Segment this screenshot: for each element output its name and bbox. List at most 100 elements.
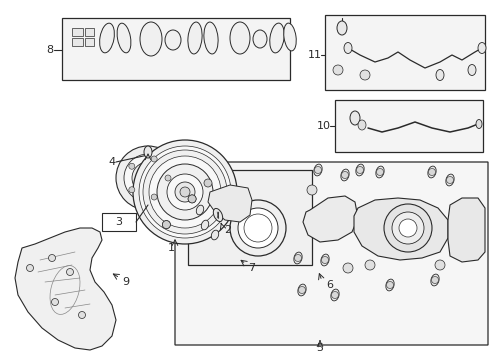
Circle shape <box>230 200 286 256</box>
Ellipse shape <box>165 30 181 50</box>
Circle shape <box>26 265 33 271</box>
Polygon shape <box>303 196 358 242</box>
Ellipse shape <box>376 166 384 178</box>
Circle shape <box>384 204 432 252</box>
Ellipse shape <box>117 23 131 53</box>
Circle shape <box>149 156 221 228</box>
Bar <box>72 38 83 46</box>
Circle shape <box>143 150 227 234</box>
Circle shape <box>387 282 393 288</box>
Circle shape <box>162 221 171 229</box>
Circle shape <box>165 175 171 181</box>
Circle shape <box>376 168 384 176</box>
Ellipse shape <box>476 120 482 129</box>
Circle shape <box>129 163 135 169</box>
Ellipse shape <box>196 205 204 215</box>
Circle shape <box>392 212 424 244</box>
Text: 11: 11 <box>308 50 322 60</box>
Bar <box>102 213 136 231</box>
Circle shape <box>124 154 172 202</box>
Polygon shape <box>208 185 252 222</box>
Circle shape <box>298 287 305 293</box>
Ellipse shape <box>140 22 162 56</box>
Circle shape <box>321 256 328 264</box>
Circle shape <box>428 168 436 176</box>
Circle shape <box>162 221 171 229</box>
Circle shape <box>360 70 370 80</box>
Circle shape <box>343 263 353 273</box>
Text: 4: 4 <box>108 157 115 167</box>
Circle shape <box>294 255 301 261</box>
Ellipse shape <box>298 284 306 296</box>
Ellipse shape <box>331 289 339 301</box>
Circle shape <box>140 170 156 186</box>
Text: 9: 9 <box>122 277 129 287</box>
Ellipse shape <box>213 208 222 221</box>
Ellipse shape <box>99 23 114 53</box>
Circle shape <box>67 269 74 275</box>
Circle shape <box>357 166 364 174</box>
Ellipse shape <box>284 23 296 51</box>
Ellipse shape <box>253 30 267 48</box>
Ellipse shape <box>204 22 218 54</box>
Circle shape <box>204 179 212 187</box>
Bar <box>325 15 485 90</box>
Circle shape <box>133 140 237 244</box>
Bar <box>72 28 83 36</box>
Ellipse shape <box>428 166 436 178</box>
Text: 5: 5 <box>317 343 323 353</box>
Text: 2: 2 <box>224 225 231 235</box>
Circle shape <box>365 260 375 270</box>
Ellipse shape <box>314 164 322 176</box>
Text: 10: 10 <box>317 121 331 131</box>
Ellipse shape <box>350 111 360 125</box>
Ellipse shape <box>468 64 476 76</box>
Circle shape <box>151 156 157 162</box>
Circle shape <box>244 214 272 242</box>
Ellipse shape <box>436 69 444 81</box>
Circle shape <box>446 176 454 184</box>
Ellipse shape <box>478 42 486 54</box>
Ellipse shape <box>230 22 250 54</box>
Bar <box>85 28 94 36</box>
Ellipse shape <box>201 220 209 230</box>
Ellipse shape <box>270 23 284 53</box>
Polygon shape <box>354 198 448 260</box>
Circle shape <box>116 146 180 210</box>
Ellipse shape <box>211 230 219 240</box>
Polygon shape <box>15 228 116 350</box>
Circle shape <box>332 292 339 298</box>
Circle shape <box>151 194 157 200</box>
Circle shape <box>342 171 348 179</box>
Circle shape <box>315 166 321 174</box>
Ellipse shape <box>294 252 302 264</box>
Ellipse shape <box>188 22 202 54</box>
Circle shape <box>51 298 58 306</box>
Ellipse shape <box>431 274 439 286</box>
Ellipse shape <box>358 120 366 130</box>
Circle shape <box>333 65 343 75</box>
Text: 8: 8 <box>46 45 53 55</box>
Text: 1: 1 <box>168 243 175 253</box>
Circle shape <box>49 255 55 261</box>
Circle shape <box>399 219 417 237</box>
Circle shape <box>188 195 196 203</box>
Circle shape <box>238 208 278 248</box>
Bar <box>62 18 290 80</box>
Circle shape <box>188 195 196 203</box>
Circle shape <box>307 185 317 195</box>
Bar <box>85 38 94 46</box>
Circle shape <box>78 311 85 319</box>
Text: 3: 3 <box>116 217 122 227</box>
Circle shape <box>180 187 190 197</box>
Ellipse shape <box>144 146 152 158</box>
Circle shape <box>435 260 445 270</box>
Text: 6: 6 <box>326 280 333 290</box>
Circle shape <box>432 276 439 284</box>
Bar <box>188 170 312 265</box>
Bar <box>335 100 483 152</box>
Ellipse shape <box>341 169 349 181</box>
Circle shape <box>132 162 164 194</box>
Circle shape <box>129 187 135 193</box>
Circle shape <box>157 164 213 220</box>
